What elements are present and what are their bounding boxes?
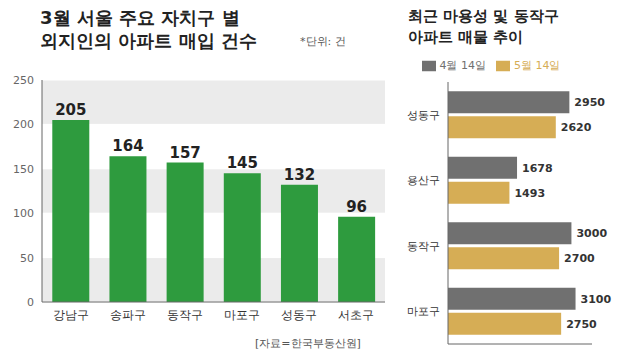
svg-text:강남구: 강남구 (53, 308, 89, 322)
svg-text:3000: 3000 (576, 227, 607, 240)
svg-text:150: 150 (13, 163, 34, 176)
html-text:5월 14일: 5월 14일 (514, 59, 561, 72)
svg-text:200: 200 (13, 118, 34, 131)
svg-text:145: 145 (227, 154, 258, 172)
svg-text:132: 132 (284, 166, 315, 184)
svg-text:성동구: 성동구 (281, 308, 317, 322)
html-text:[자료=한국부동산원]: [자료=한국부동산원] (255, 337, 361, 350)
svg-text:동작구: 동작구 (407, 240, 440, 253)
svg-text:100: 100 (13, 207, 34, 220)
svg-text:용산구: 용산구 (407, 174, 440, 187)
svg-text:마포구: 마포구 (224, 308, 260, 322)
svg-text:50: 50 (20, 252, 34, 265)
svg-text:2950: 2950 (574, 96, 605, 109)
svg-text:성동구: 성동구 (407, 109, 440, 122)
svg-text:동작구: 동작구 (167, 308, 203, 322)
html-text:4월 14일: 4월 14일 (439, 59, 486, 72)
svg-text:1493: 1493 (514, 187, 545, 200)
svg-text:250: 250 (13, 74, 34, 87)
html-text:*단위: 건: *단위: 건 (300, 35, 346, 48)
html-text:3월 서울 주요 자치구 별 외지인의 아파트 매입 건수: 3월 서울 주요 자치구 별 외지인의 아파트 매입 건수 (40, 7, 257, 51)
html-text:최근 마용성 및 동작구 아파트 매물 추이: 최근 마용성 및 동작구 아파트 매물 추이 (408, 7, 559, 46)
svg-text:205: 205 (55, 101, 86, 119)
svg-text:3100: 3100 (581, 293, 612, 306)
svg-text:96: 96 (346, 198, 367, 216)
svg-text:157: 157 (169, 144, 200, 162)
svg-text:마포구: 마포구 (407, 305, 440, 318)
svg-text:0: 0 (27, 296, 34, 309)
svg-text:2750: 2750 (566, 318, 597, 331)
svg-text:송파구: 송파구 (110, 308, 146, 322)
svg-text:2620: 2620 (561, 121, 592, 134)
svg-text:164: 164 (112, 137, 143, 155)
svg-text:1678: 1678 (522, 162, 553, 175)
svg-text:2700: 2700 (564, 252, 595, 265)
svg-text:서초구: 서초구 (338, 308, 374, 322)
